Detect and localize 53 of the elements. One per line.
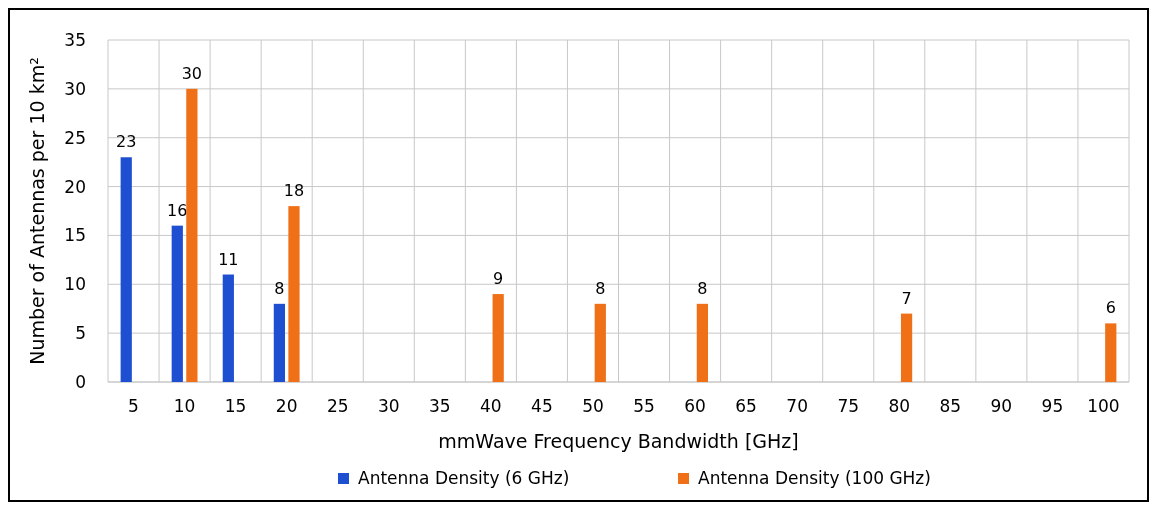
- x-tick-label: 40: [480, 396, 502, 416]
- x-tick-label: 15: [224, 396, 247, 416]
- data-label: 30: [181, 63, 203, 83]
- x-tick-label: 5: [128, 396, 139, 416]
- bar: [273, 303, 285, 382]
- y-tick-label: 10: [64, 274, 86, 295]
- x-tick-label: 30: [377, 396, 400, 416]
- x-tick-label: 50: [582, 396, 604, 416]
- bar: [288, 206, 300, 382]
- bar: [1105, 323, 1117, 382]
- x-tick-label: 95: [1041, 396, 1064, 416]
- bar: [594, 303, 606, 382]
- x-tick-label: 75: [837, 396, 860, 416]
- bar: [120, 157, 132, 382]
- y-tick-label: 5: [75, 323, 86, 344]
- x-tick-label: 35: [429, 396, 451, 416]
- x-tick-label: 10: [173, 396, 196, 416]
- legend-label: Antenna Density (6 GHz): [358, 468, 570, 488]
- bar: [696, 303, 708, 382]
- y-tick-label: 30: [64, 78, 86, 99]
- x-tick-label: 80: [888, 396, 911, 416]
- x-tick-label: 100: [1087, 396, 1120, 416]
- x-tick-label: 90: [990, 396, 1013, 416]
- x-tick-label: 55: [633, 396, 655, 416]
- y-tick-label: 15: [64, 225, 86, 246]
- data-label: 6: [1105, 298, 1116, 318]
- data-label: 18: [283, 181, 305, 201]
- bar: [492, 294, 504, 382]
- data-label: 7: [901, 288, 912, 308]
- data-label: 8: [697, 278, 708, 298]
- y-tick-label: 35: [64, 29, 86, 50]
- legend-label: Antenna Density (100 GHz): [698, 468, 931, 488]
- x-tick-label: 45: [531, 396, 553, 416]
- bar: [222, 274, 234, 382]
- x-tick-label: 65: [735, 396, 757, 416]
- bar: [186, 88, 198, 382]
- data-label: 8: [274, 278, 285, 298]
- bar: [900, 313, 913, 382]
- y-axis-title: Number of Antennas per 10 km²: [26, 57, 48, 365]
- data-label: 9: [493, 269, 504, 289]
- x-axis-title: mmWave Frequency Bandwidth [GHz]: [438, 430, 799, 452]
- y-tick-label: 25: [64, 127, 86, 148]
- y-tick-label: 0: [75, 371, 86, 392]
- bar: [171, 225, 183, 382]
- data-label: 8: [595, 278, 606, 298]
- data-label: 11: [218, 249, 239, 269]
- x-tick-label: 70: [786, 396, 808, 416]
- x-tick-label: 60: [684, 396, 706, 416]
- y-tick-label: 20: [64, 176, 86, 197]
- x-tick-label: 20: [275, 396, 298, 416]
- data-label: 23: [116, 132, 137, 152]
- x-tick-label: 85: [939, 396, 962, 416]
- x-tick-label: 25: [326, 396, 349, 416]
